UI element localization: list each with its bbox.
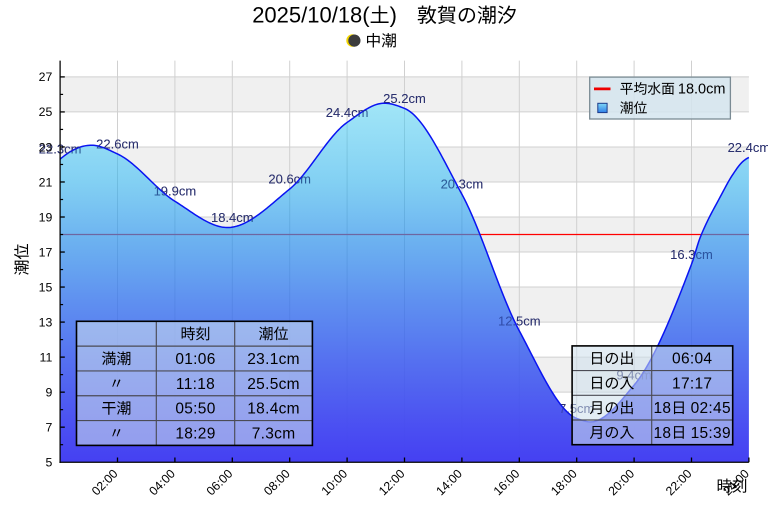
svg-text:22.4cm: 22.4cm: [728, 140, 768, 155]
svg-text:19.9cm: 19.9cm: [154, 184, 197, 199]
svg-text:22.4cm: 22.4cm: [728, 140, 768, 155]
svg-text:17: 17: [39, 245, 53, 259]
svg-text:18.4cm: 18.4cm: [211, 210, 254, 225]
svg-text:20.6cm: 20.6cm: [268, 172, 311, 187]
svg-text:7.3cm: 7.3cm: [252, 425, 296, 442]
svg-text:11:18: 11:18: [176, 376, 215, 393]
svg-text:15:39: 15:39: [691, 425, 731, 442]
svg-text:06:04: 06:04: [672, 351, 712, 368]
svg-text:23: 23: [39, 140, 53, 154]
svg-text:27: 27: [39, 70, 53, 84]
svg-text:25.5cm: 25.5cm: [247, 376, 300, 393]
svg-text:): ): [390, 2, 397, 27]
svg-text:5: 5: [45, 456, 52, 470]
svg-text:25.2cm: 25.2cm: [383, 91, 426, 106]
svg-text:05:50: 05:50: [175, 401, 215, 418]
svg-text:18.4cm: 18.4cm: [247, 401, 300, 418]
svg-text:21: 21: [39, 175, 53, 189]
svg-text:18: 18: [654, 400, 672, 417]
svg-text:25: 25: [39, 105, 53, 119]
svg-text:25.2cm: 25.2cm: [383, 91, 426, 106]
svg-text:18:29: 18:29: [175, 425, 215, 442]
svg-text:22.6cm: 22.6cm: [96, 137, 139, 152]
svg-text:01:06: 01:06: [175, 351, 215, 368]
svg-text:9: 9: [45, 385, 52, 399]
svg-text:7: 7: [45, 421, 52, 435]
svg-text:13: 13: [39, 315, 53, 329]
svg-text:2025/10/18(: 2025/10/18(: [252, 2, 370, 27]
svg-text:18: 18: [654, 425, 672, 442]
svg-text:12.5cm: 12.5cm: [498, 313, 541, 328]
svg-text:22.6cm: 22.6cm: [96, 137, 139, 152]
svg-text:19: 19: [39, 210, 53, 224]
svg-text:24.4cm: 24.4cm: [326, 105, 369, 120]
svg-text:16.3cm: 16.3cm: [670, 247, 713, 262]
svg-text:18.4cm: 18.4cm: [211, 210, 254, 225]
svg-text:23.1cm: 23.1cm: [247, 351, 300, 368]
svg-text:17:17: 17:17: [672, 375, 712, 392]
svg-text:20.3cm: 20.3cm: [441, 177, 484, 192]
svg-text:02:45: 02:45: [691, 400, 731, 417]
svg-text:11: 11: [40, 350, 53, 364]
svg-text:18.0cm: 18.0cm: [678, 82, 726, 98]
svg-text:15: 15: [39, 280, 53, 294]
